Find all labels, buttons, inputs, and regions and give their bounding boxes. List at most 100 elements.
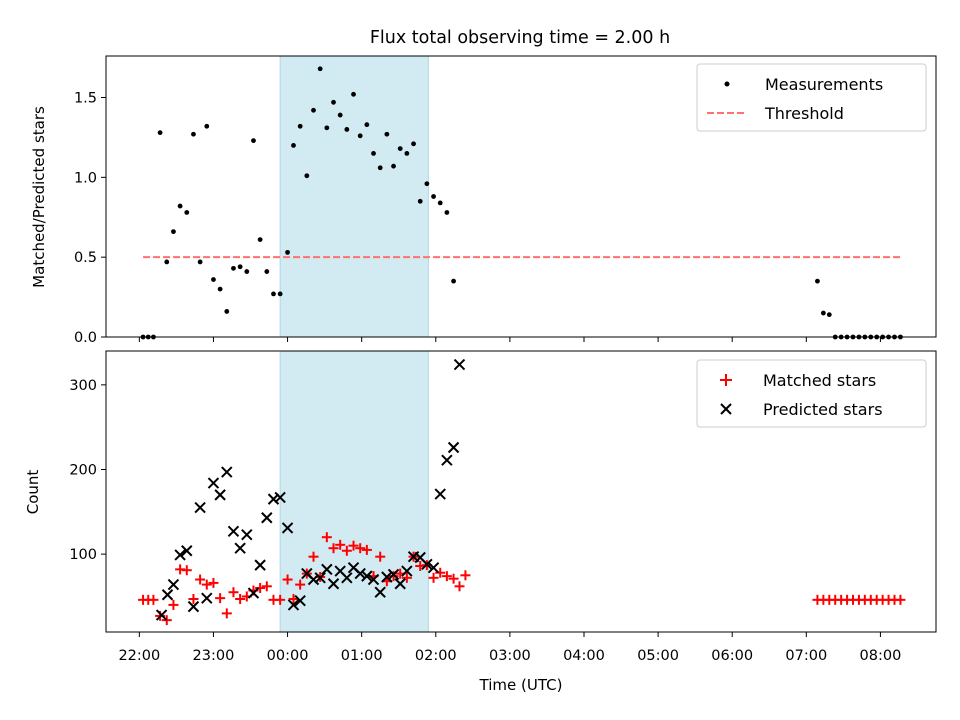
matched-star-point <box>228 587 239 598</box>
measurement-point <box>171 229 176 235</box>
matched-star-point <box>348 540 359 551</box>
predicted-star-point <box>374 586 386 598</box>
predicted-star-point <box>247 587 260 599</box>
predicted-star-point <box>381 571 393 583</box>
x-tick-label: 23:00 <box>193 648 235 664</box>
top-y-tick-label: 1.0 <box>74 170 97 186</box>
matched-star-point <box>261 581 272 592</box>
measurement-point <box>417 198 423 204</box>
matched-star-point <box>435 567 446 578</box>
top-axes-frame <box>105 55 937 338</box>
predicted-star-point <box>261 512 273 524</box>
matched-star-point <box>208 577 219 588</box>
bottom-shade-rect <box>279 350 429 633</box>
predicted-star-point <box>167 578 180 591</box>
legend-threshold-label: Threshold <box>764 104 844 123</box>
x-tick-label: 22:00 <box>118 648 160 664</box>
predicted-star-point <box>227 525 240 537</box>
matched-star-point <box>321 532 332 543</box>
measurement-point <box>826 312 832 318</box>
predicted-star-point <box>294 594 306 607</box>
predicted-star-point <box>354 567 366 580</box>
bottom-x-axis-label: Time (UTC) <box>479 676 563 694</box>
predicted-star-point <box>427 561 440 574</box>
measurement-point <box>364 122 370 128</box>
measurement-point <box>424 181 430 187</box>
bottom-axes-frame <box>105 350 937 633</box>
matched-star-point <box>460 570 471 581</box>
matched-star-point <box>328 543 339 554</box>
measurement-point <box>277 291 283 297</box>
measurement-point <box>324 125 330 131</box>
top-y-tick-label: 0.0 <box>74 330 97 346</box>
x-tick-label: 02:00 <box>415 648 457 664</box>
measurement-point <box>177 203 183 209</box>
predicted-star-point <box>201 592 213 604</box>
bottom-panel: 100 200 300 22:00 23:00 00:00 01:00 02:00 03:00… <box>24 350 937 694</box>
legend-measurements-label: Measurements <box>765 75 883 94</box>
matched-star-point <box>295 579 306 590</box>
predicted-star-point <box>314 572 326 584</box>
predicted-star-point <box>327 578 340 590</box>
matched-star-point <box>895 594 906 605</box>
matched-star-point <box>168 599 179 610</box>
predicted-star-point <box>254 559 266 571</box>
top-y-tick-label: 0.5 <box>74 250 97 266</box>
matched-star-point <box>388 571 399 582</box>
bottom-legend: Matched stars Predicted stars <box>696 359 927 428</box>
bottom-legend-box <box>696 359 927 428</box>
predicted-star-point <box>361 570 373 582</box>
predicted-star-point <box>421 558 433 570</box>
x-tick-label: 04:00 <box>563 648 605 664</box>
matched-star-point <box>275 594 286 605</box>
x-tick-label: 07:00 <box>785 648 827 664</box>
bottom-shaded-region <box>279 350 429 633</box>
predicted-star-point <box>181 545 193 557</box>
measurement-point <box>337 112 343 118</box>
matched-star-point <box>335 539 346 550</box>
predicted-star-point <box>434 488 446 500</box>
measurement-point <box>351 91 356 97</box>
matched-star-point <box>221 608 232 619</box>
measurement-point <box>191 131 196 137</box>
matched-star-point <box>361 544 372 555</box>
matched-star-point <box>188 593 199 604</box>
top-panel: 0.0 0.5 1.0 1.5 Matched/Predicted stars Mea… <box>30 55 937 346</box>
bottom-y-tick-label: 200 <box>69 462 97 478</box>
predicted-star-point <box>387 568 400 581</box>
predicted-star-point <box>187 600 200 613</box>
top-plot-area <box>140 66 903 340</box>
matched-star-point <box>235 593 246 604</box>
measurement-point <box>384 131 390 137</box>
measurement-point <box>391 163 396 169</box>
measurement-point <box>431 194 436 199</box>
measurement-point <box>271 291 276 297</box>
top-legend: Measurements Threshold <box>696 63 927 132</box>
measurement-point <box>371 150 376 156</box>
predicted-star-point <box>307 573 320 586</box>
measurement-point <box>184 210 190 215</box>
x-tick-label: 08:00 <box>860 648 902 664</box>
matched-star-point <box>181 565 192 576</box>
predicted-star-point <box>447 441 460 454</box>
matched-star-point <box>308 551 319 562</box>
matched-star-point <box>448 573 459 584</box>
measurement-point <box>204 123 210 129</box>
measurement-point <box>317 66 323 72</box>
matched-star-point <box>441 571 452 582</box>
measurement-point <box>257 237 263 243</box>
matched-star-point <box>161 615 172 626</box>
bottom-y-axis-label: Count <box>24 470 42 515</box>
measurement-point <box>815 278 820 284</box>
measurement-point <box>331 99 336 105</box>
measurement-point <box>264 269 270 274</box>
measurement-point <box>297 123 303 129</box>
top-y-axis: 0.0 0.5 1.0 1.5 <box>74 91 106 346</box>
measurement-point <box>444 210 450 215</box>
predicted-star-point <box>267 493 280 505</box>
measurement-point <box>157 130 163 136</box>
measurement-point <box>411 141 416 147</box>
predicted-star-point <box>155 609 168 621</box>
measurement-point <box>237 264 243 270</box>
